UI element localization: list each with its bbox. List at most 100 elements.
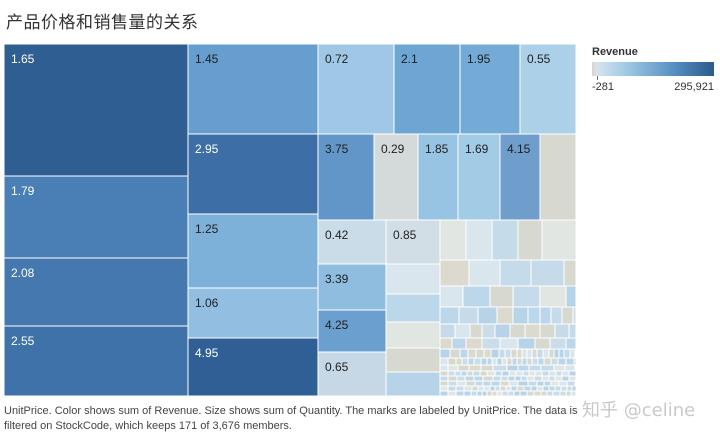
treemap-cell[interactable] (454, 370, 462, 377)
treemap-cell[interactable] (481, 337, 501, 350)
treemap-cell[interactable] (494, 385, 501, 392)
treemap-cell[interactable] (473, 375, 484, 382)
treemap-cell[interactable] (417, 133, 459, 221)
treemap-cell[interactable] (541, 375, 550, 382)
treemap-cell[interactable] (466, 370, 474, 377)
treemap-cell[interactable] (385, 263, 441, 295)
treemap-cell[interactable] (3, 257, 189, 327)
treemap-cell[interactable] (455, 385, 465, 392)
treemap-cell[interactable] (481, 323, 496, 339)
treemap-cell[interactable] (540, 390, 548, 397)
treemap-cell[interactable] (486, 390, 493, 397)
treemap-cell[interactable] (459, 348, 469, 359)
treemap-cell[interactable] (565, 390, 572, 397)
treemap-cell[interactable] (491, 390, 498, 397)
treemap-cell[interactable] (512, 306, 529, 325)
treemap-cell[interactable] (554, 323, 570, 339)
treemap-cell[interactable] (526, 357, 533, 366)
treemap-cell[interactable] (574, 348, 577, 359)
treemap-cell[interactable] (540, 364, 555, 372)
treemap-cell[interactable] (480, 364, 494, 372)
treemap-cell[interactable] (439, 370, 449, 377)
treemap-cell[interactable] (459, 43, 521, 135)
treemap-cell[interactable] (561, 370, 570, 377)
treemap-cell[interactable] (539, 285, 567, 308)
treemap-cell[interactable] (457, 133, 501, 221)
treemap-cell[interactable] (573, 357, 577, 366)
treemap-cell[interactable] (499, 133, 541, 221)
treemap-cell[interactable] (510, 348, 518, 359)
treemap-cell[interactable] (543, 357, 552, 366)
treemap-cell[interactable] (490, 348, 500, 359)
treemap-cell[interactable] (317, 133, 375, 221)
treemap-cell[interactable] (468, 364, 482, 372)
treemap-cell[interactable] (512, 285, 541, 308)
treemap-cell[interactable] (457, 364, 470, 372)
treemap-cell[interactable] (519, 43, 577, 135)
treemap-cell[interactable] (537, 357, 545, 366)
treemap-cell[interactable] (462, 285, 491, 308)
treemap-cell[interactable] (564, 364, 576, 372)
treemap-cell[interactable] (549, 337, 567, 350)
treemap-cell[interactable] (566, 380, 576, 387)
treemap-cell[interactable] (548, 348, 555, 359)
treemap-cell[interactable] (454, 323, 471, 339)
treemap-cell[interactable] (483, 348, 492, 359)
treemap-cell[interactable] (546, 390, 554, 397)
treemap-cell[interactable] (526, 348, 533, 359)
treemap-cell[interactable] (498, 348, 506, 359)
treemap-cell[interactable] (447, 375, 458, 382)
treemap-cell[interactable] (439, 323, 456, 339)
treemap-cell[interactable] (477, 385, 485, 392)
treemap-cell[interactable] (558, 380, 568, 387)
treemap-cell[interactable] (439, 357, 449, 366)
treemap-cell[interactable] (489, 385, 496, 392)
treemap-cell[interactable] (501, 357, 508, 366)
treemap-cell[interactable] (447, 390, 457, 397)
treemap-cell[interactable] (501, 370, 510, 377)
treemap-cell[interactable] (543, 380, 552, 387)
treemap-cell[interactable] (317, 351, 387, 397)
treemap-cell[interactable] (508, 370, 517, 377)
treemap-cell[interactable] (528, 364, 542, 372)
treemap-cell[interactable] (550, 380, 560, 387)
treemap-cell[interactable] (516, 385, 525, 392)
treemap-cell[interactable] (439, 385, 449, 392)
treemap-cell[interactable] (499, 385, 507, 392)
treemap-cell[interactable] (510, 385, 518, 392)
treemap-cell[interactable] (565, 337, 577, 350)
treemap-cell[interactable] (456, 375, 466, 382)
treemap-cell[interactable] (385, 293, 441, 323)
treemap-cell[interactable] (515, 370, 524, 377)
treemap-cell[interactable] (539, 306, 552, 325)
treemap-cell[interactable] (513, 390, 521, 397)
treemap-cell[interactable] (486, 370, 496, 377)
treemap-cell[interactable] (522, 370, 530, 377)
treemap-cell[interactable] (469, 323, 483, 339)
treemap-cell[interactable] (461, 357, 469, 366)
treemap-cell[interactable] (439, 306, 460, 325)
treemap-cell[interactable] (568, 323, 577, 339)
treemap-cell[interactable] (569, 348, 576, 359)
treemap-cell[interactable] (568, 375, 577, 382)
treemap-cell[interactable] (499, 259, 532, 287)
treemap-cell[interactable] (553, 364, 566, 372)
treemap-cell[interactable] (506, 357, 513, 366)
treemap-cell[interactable] (475, 348, 485, 359)
treemap-cell[interactable] (467, 348, 477, 359)
treemap-cell[interactable] (561, 375, 570, 382)
treemap-cell[interactable] (572, 306, 577, 325)
treemap-cell[interactable] (486, 357, 493, 366)
treemap-cell[interactable] (465, 380, 476, 387)
treemap-cell[interactable] (517, 380, 529, 387)
treemap-cell[interactable] (439, 219, 467, 261)
treemap-cell[interactable] (458, 306, 479, 325)
treemap-cell[interactable] (508, 380, 519, 387)
treemap-cell[interactable] (517, 364, 530, 372)
treemap-cell[interactable] (385, 219, 441, 265)
treemap-cell[interactable] (463, 385, 473, 392)
treemap-cell[interactable] (536, 385, 544, 392)
treemap-cell[interactable] (467, 357, 475, 366)
treemap-cell[interactable] (501, 390, 509, 397)
treemap-cell[interactable] (555, 370, 563, 377)
